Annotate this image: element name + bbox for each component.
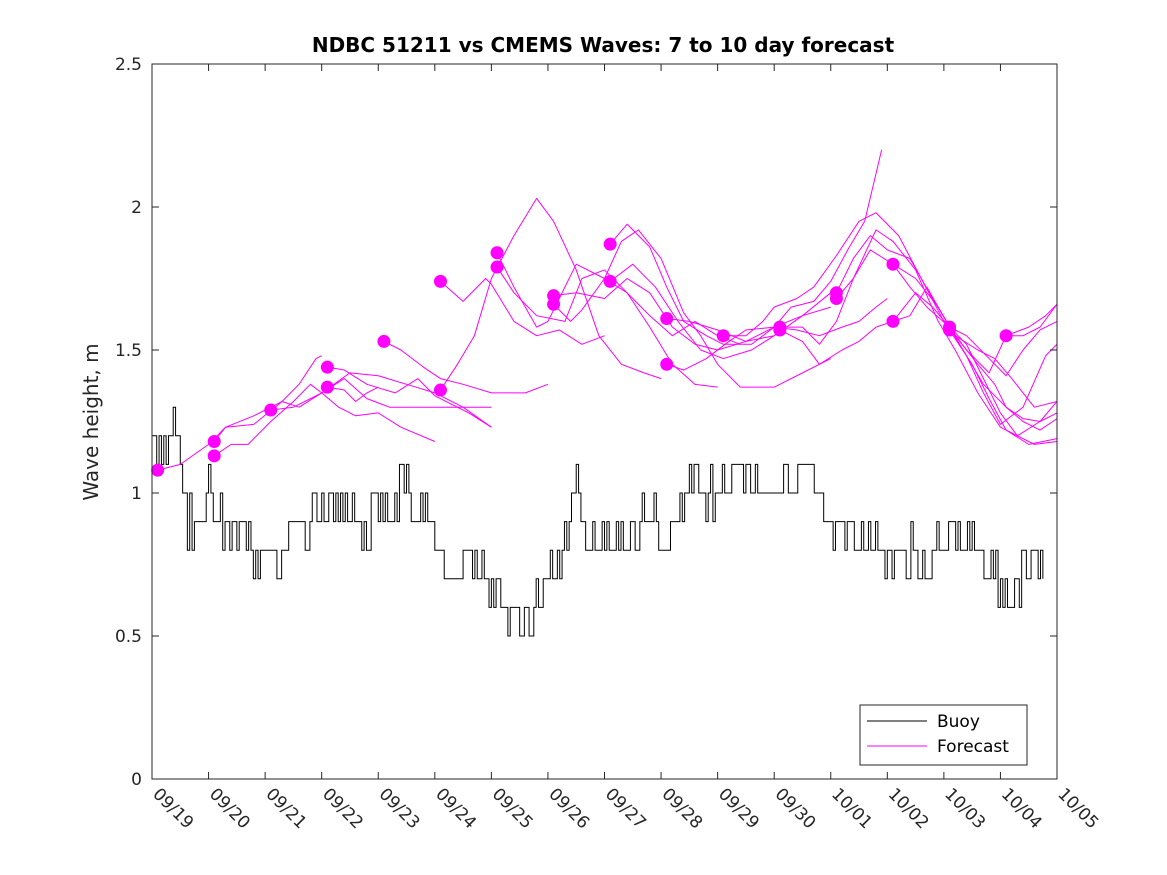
legend-forecast-label: Forecast (937, 737, 1009, 757)
y-tick-label: 2 (131, 198, 142, 218)
legend-box (859, 704, 1028, 766)
forecast-line-25 (949, 329, 1058, 422)
forecast-start-marker-15 (603, 274, 617, 288)
forecast-start-marker-9 (433, 274, 447, 288)
forecast-line-12 (553, 278, 775, 351)
forecast-start-marker-24 (886, 314, 900, 328)
chart-title: NDBC 51211 vs CMEMS Waves: 7 to 10 day f… (312, 33, 895, 57)
y-tick-label: 1.5 (115, 341, 142, 361)
legend-buoy-label: Buoy (937, 712, 980, 732)
forecast-start-marker-8 (433, 383, 447, 397)
forecast-start-marker-6 (320, 380, 334, 394)
forecast-start-marker-26 (943, 320, 957, 334)
forecast-start-marker-17 (660, 357, 674, 371)
forecast-start-marker-3 (207, 449, 221, 463)
legend: Buoy Forecast (859, 704, 1028, 766)
forecast-start-marker-4 (264, 403, 278, 417)
plot-area (151, 149, 1058, 637)
forecast-line-22 (836, 249, 1058, 431)
forecast-line-19 (779, 229, 1058, 437)
forecast-start-marker-13 (547, 297, 561, 311)
forecast-line-6 (327, 386, 379, 402)
forecast-start-marker-11 (490, 260, 504, 274)
forecast-line-24 (892, 286, 1058, 445)
forecast-line-9 (440, 278, 605, 345)
forecast-start-marker-22 (829, 292, 843, 306)
y-axis-label: Wave height, m (79, 343, 103, 500)
forecast-line-8 (440, 197, 662, 391)
forecast-start-marker-27 (999, 329, 1013, 343)
forecast-line-3 (213, 378, 492, 457)
forecast-line-27 (1006, 303, 1058, 337)
y-tick-label: 0 (131, 770, 142, 790)
forecast-start-marker-10 (490, 246, 504, 260)
forecast-line-20 (779, 292, 1058, 425)
forecast-start-marker-7 (377, 334, 391, 348)
forecast-line-16 (666, 149, 883, 342)
y-tick-label: 0.5 (115, 627, 142, 647)
forecast-start-marker-18 (716, 329, 730, 343)
forecast-start-marker-20 (773, 323, 787, 337)
forecast-line-13 (553, 229, 831, 388)
forecast-start-marker-5 (320, 360, 334, 374)
forecast-start-marker-1 (151, 463, 165, 477)
forecast-line-5 (327, 366, 492, 428)
y-tick-label: 1 (131, 484, 142, 504)
forecast-line-1 (157, 355, 322, 471)
y-tick-label: 2.5 (115, 55, 142, 75)
forecast-line-7 (383, 340, 549, 394)
buoy-series-line (152, 406, 1044, 637)
forecast-start-marker-2 (207, 435, 221, 449)
forecast-start-marker-14 (603, 237, 617, 251)
forecast-line-4 (270, 372, 492, 428)
forecast-line-11 (496, 266, 718, 388)
forecast-start-marker-16 (660, 312, 674, 326)
forecast-line-18 (723, 212, 1058, 445)
forecast-line-23 (892, 263, 1058, 377)
forecast-start-marker-23 (886, 257, 900, 271)
